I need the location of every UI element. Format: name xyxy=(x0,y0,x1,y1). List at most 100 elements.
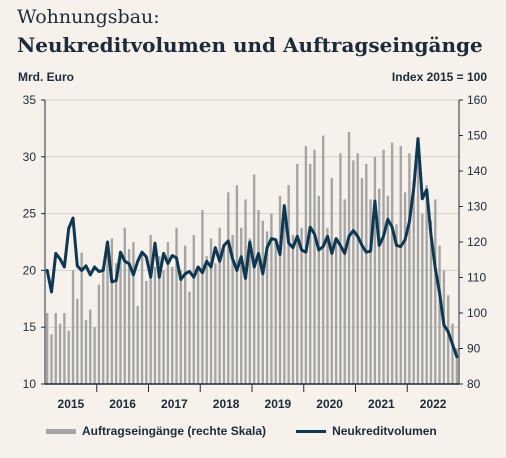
bar xyxy=(192,234,195,384)
bar xyxy=(97,284,101,384)
bar xyxy=(304,146,308,384)
bar xyxy=(114,263,118,384)
bar xyxy=(317,195,321,384)
bar xyxy=(416,160,420,384)
bar xyxy=(455,348,459,384)
bar xyxy=(425,185,428,384)
bar xyxy=(421,213,424,384)
bar xyxy=(309,163,312,384)
x-tick-label: 2018 xyxy=(213,397,240,411)
left-tick-label: 20 xyxy=(23,263,37,277)
bar xyxy=(339,153,342,384)
x-tick-label: 2022 xyxy=(420,397,447,411)
bar xyxy=(145,281,148,384)
bar xyxy=(429,220,433,384)
bar xyxy=(153,266,157,384)
bar xyxy=(447,295,450,384)
left-tick-label: 15 xyxy=(23,320,37,334)
bar xyxy=(119,256,122,384)
bar xyxy=(58,323,62,384)
bar xyxy=(330,178,333,384)
bar xyxy=(106,252,109,384)
bar xyxy=(93,327,96,384)
bar xyxy=(321,135,325,384)
bar xyxy=(231,234,234,384)
bar xyxy=(240,227,243,384)
bar xyxy=(162,270,165,384)
bar xyxy=(399,146,402,384)
x-tick-label: 2021 xyxy=(368,397,395,411)
legend: Auftragseingänge (rechte Skala) Neukredi… xyxy=(46,424,437,438)
x-tick-label: 2019 xyxy=(265,397,292,411)
bar xyxy=(45,313,49,384)
bar xyxy=(326,227,329,384)
bar xyxy=(214,263,217,384)
bar xyxy=(71,270,75,384)
right-tick-label: 120 xyxy=(467,235,487,249)
right-tick-label: 150 xyxy=(467,129,487,143)
bar xyxy=(50,334,53,384)
series-line-neukreditvolumen xyxy=(45,137,459,359)
bar xyxy=(360,178,364,384)
bar xyxy=(386,195,390,384)
bar xyxy=(54,313,57,384)
legend-bar-swatch xyxy=(46,428,76,434)
bar xyxy=(382,149,385,384)
bar xyxy=(209,238,213,384)
bar xyxy=(274,238,277,384)
legend-line-label: Neukreditvolumen xyxy=(332,424,437,438)
left-tick-label: 35 xyxy=(23,93,37,107)
line-series xyxy=(45,137,459,359)
bar xyxy=(248,238,252,384)
right-tick-label: 80 xyxy=(467,377,481,391)
bar xyxy=(102,270,105,384)
bar xyxy=(89,309,92,384)
bar xyxy=(80,252,83,384)
right-axis-title: Index 2015 = 100 xyxy=(391,70,487,84)
bar xyxy=(196,270,200,384)
bar xyxy=(252,174,256,384)
bar xyxy=(227,192,230,384)
bar xyxy=(158,256,161,384)
bar xyxy=(265,231,269,384)
bar xyxy=(451,323,454,384)
left-tick-label: 30 xyxy=(23,150,37,164)
right-tick-label: 140 xyxy=(467,164,487,178)
bar xyxy=(188,291,191,384)
bar xyxy=(343,199,346,384)
bar xyxy=(412,181,415,384)
chart-subtitle: Neukreditvolumen und Auftragseingänge xyxy=(17,33,483,57)
legend-bar-label: Auftragseingänge (rechte Skala) xyxy=(82,424,267,438)
bar xyxy=(261,220,264,384)
bar xyxy=(201,210,204,384)
legend-line-swatch xyxy=(296,429,327,433)
left-tick-label: 25 xyxy=(23,207,37,221)
bar xyxy=(175,227,178,384)
left-tick-label: 10 xyxy=(23,377,37,391)
bar xyxy=(369,199,372,384)
bar xyxy=(300,227,303,384)
x-tick-label: 2020 xyxy=(316,397,343,411)
bar xyxy=(171,266,174,384)
bar xyxy=(408,153,411,384)
bar xyxy=(283,220,286,384)
right-tick-label: 160 xyxy=(467,93,487,107)
bar xyxy=(257,210,260,384)
bar xyxy=(123,227,126,384)
bar xyxy=(296,163,299,384)
bar xyxy=(179,270,183,384)
left-axis-title: Mrd. Euro xyxy=(18,70,74,84)
bar xyxy=(136,305,139,384)
bar xyxy=(378,188,381,384)
bar xyxy=(403,192,407,384)
bar xyxy=(434,199,437,384)
bar xyxy=(356,153,359,384)
bar xyxy=(110,238,114,384)
bar xyxy=(218,227,221,384)
bar xyxy=(76,298,79,384)
bar xyxy=(166,242,170,384)
bar xyxy=(313,149,316,384)
bar xyxy=(291,234,295,384)
bar xyxy=(438,245,441,384)
